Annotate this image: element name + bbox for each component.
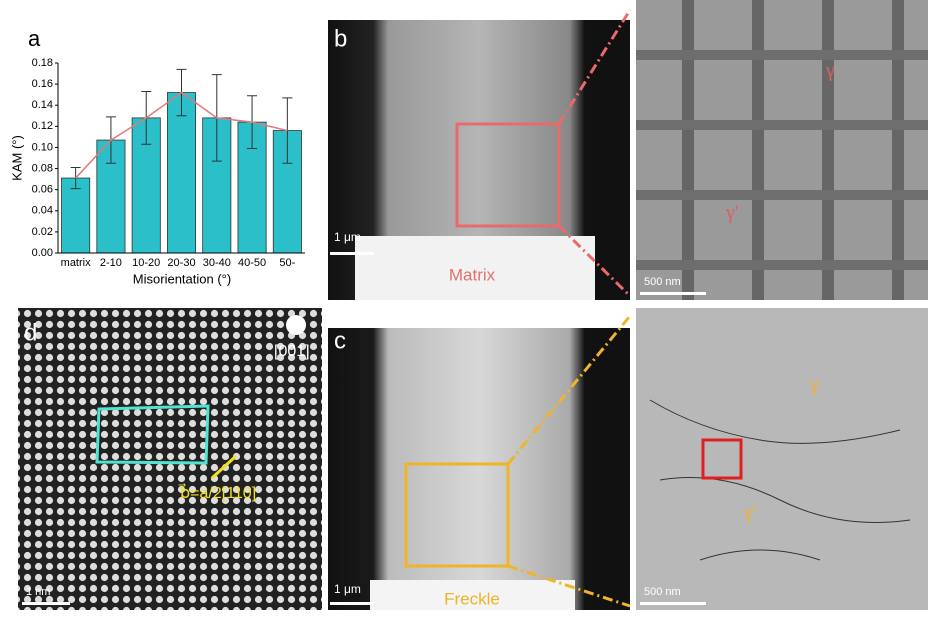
scale-label: 500 nm	[644, 276, 681, 288]
panel-label: d	[24, 319, 37, 346]
micrograph	[636, 308, 928, 610]
x-tick-label: 30-40	[203, 257, 231, 269]
y-axis-label: KAM (°)	[9, 135, 24, 181]
phase-label: γ′	[725, 202, 739, 224]
panel-label: b	[334, 25, 347, 52]
x-tick-label: 10-20	[132, 257, 160, 269]
y-tick-label: 0.12	[32, 120, 53, 132]
y-tick-label: 0.04	[32, 205, 53, 217]
x-tick-label: 2-10	[100, 257, 122, 269]
panel-label: a	[28, 26, 41, 51]
y-tick-label: 0.02	[32, 226, 53, 238]
scale-label: 500 nm	[644, 586, 681, 598]
region-label: Freckle	[444, 589, 500, 608]
phase-label: γ	[809, 374, 819, 396]
x-tick-label: 40-50	[238, 257, 266, 269]
zone-axis: [001]	[274, 343, 310, 360]
bar	[62, 178, 90, 253]
panel-label: c	[334, 327, 346, 354]
y-tick-label: 0.00	[32, 247, 53, 259]
scale-label: 1 μm	[334, 582, 361, 596]
y-tick-label: 0.10	[32, 141, 53, 153]
phase-label: γ′	[743, 502, 757, 524]
micrograph	[636, 0, 928, 300]
scale-label: 1 nm	[26, 586, 50, 598]
phase-label: γ	[825, 60, 835, 82]
bar	[167, 93, 195, 253]
y-tick-label: 0.16	[32, 78, 53, 90]
scale-label: 1 μm	[334, 230, 361, 244]
x-tick-label: 20-30	[167, 257, 195, 269]
burgers-label: b⃗=a/2[110]	[178, 482, 256, 502]
y-tick-label: 0.14	[32, 99, 53, 111]
y-tick-label: 0.06	[32, 184, 53, 196]
x-tick-label: 50-	[279, 257, 295, 269]
region-label: Matrix	[449, 265, 496, 284]
y-tick-label: 0.08	[32, 162, 53, 174]
x-axis-label: Misorientation (°)	[133, 271, 231, 286]
y-tick-label: 0.18	[32, 57, 53, 69]
x-tick-label: matrix	[61, 257, 91, 269]
figure: b 1 μm Matrix γ γ′ 500 nm d [001] b⃗=a/2…	[0, 0, 928, 614]
